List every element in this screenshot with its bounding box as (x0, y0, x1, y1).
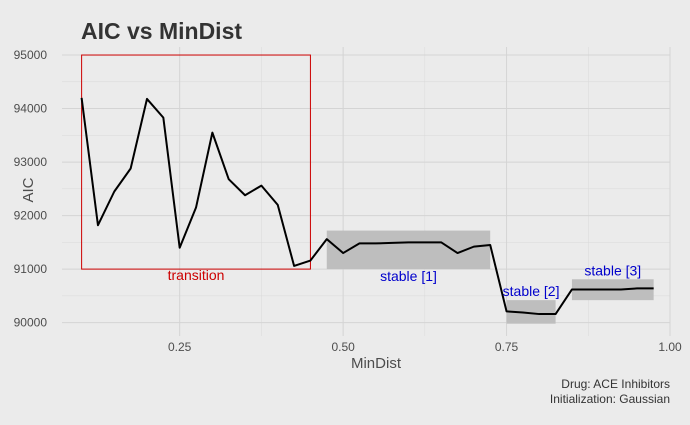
y-tick-label: 93000 (14, 155, 48, 169)
region-label: stable [2] (503, 283, 560, 299)
region-label: stable [3] (584, 262, 641, 278)
region-labels: transition stable [1] stable [2] stable [3] (168, 262, 642, 299)
x-axis-label: MinDist (351, 355, 402, 372)
chart-title: AIC vs MinDist (81, 18, 242, 44)
y-tick-label: 92000 (14, 209, 48, 223)
caption-initialization: Initialization: Gaussian (550, 392, 670, 406)
series-layer (80, 97, 654, 316)
series-line (80, 97, 654, 316)
x-tick-label: 0.75 (495, 340, 519, 354)
region-label: transition (168, 267, 225, 283)
y-tick-label: 91000 (14, 262, 48, 276)
plot-panel: transition stable [1] stable [2] stable [3] (62, 47, 671, 336)
region-box-stable-2 (506, 300, 556, 324)
x-tick-label: 1.00 (658, 340, 682, 354)
y-tick-label: 95000 (14, 48, 48, 62)
region-box-transition (81, 54, 311, 270)
y-tick-label: 94000 (14, 102, 48, 116)
x-tick-label: 0.50 (331, 340, 355, 354)
x-tick-label: 0.25 (168, 340, 192, 354)
region-label: stable [1] (380, 268, 437, 284)
caption-drug: Drug: ACE Inhibitors (561, 377, 670, 391)
y-tick-label: 90000 (14, 316, 48, 330)
x-axis-ticks: 0.25 0.50 0.75 1.00 (168, 340, 682, 354)
y-axis-label: AIC (20, 177, 37, 202)
y-axis-ticks: 90000 91000 92000 93000 94000 95000 (14, 48, 48, 330)
